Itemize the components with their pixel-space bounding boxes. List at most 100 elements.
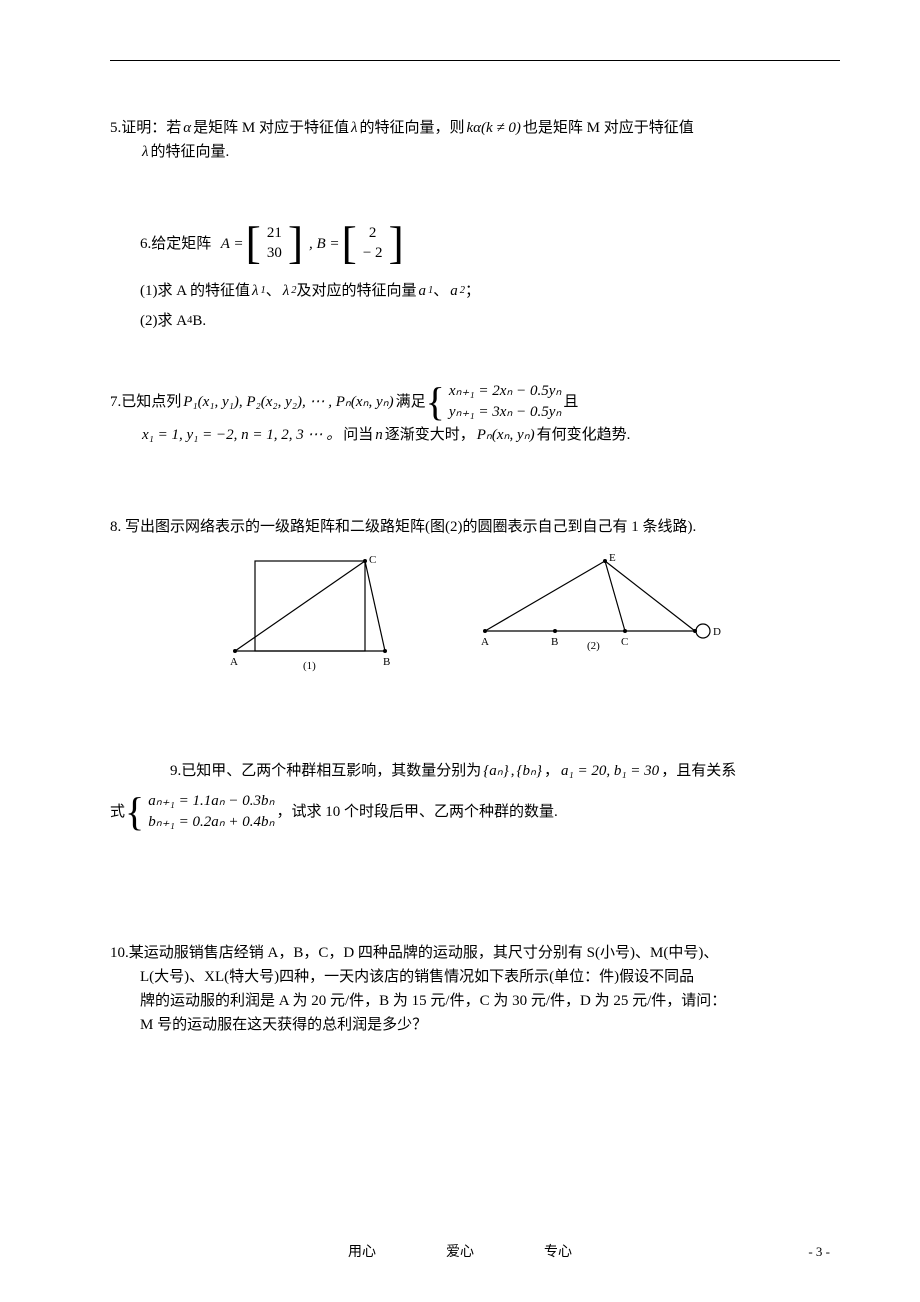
p10-l4: M 号的运动服在这天获得的总利润是多少？ <box>140 1013 427 1037</box>
p8-diagrams: A B C (1) <box>110 551 840 681</box>
bracket-left-icon: [ <box>246 225 261 262</box>
p7-ask-c: 有何变化趋势. <box>537 423 631 447</box>
problem-6: 6. 给定矩阵 A = [ 21 30 ] , B = [ 2 − 2 ] <box>110 222 840 333</box>
p5-lambda2: λ <box>140 140 151 164</box>
B-row1: − 2 <box>363 244 383 264</box>
p6-q1a: (1)求 A 的特征值 <box>140 279 250 303</box>
p6-q2: (2)求 A4B. <box>140 309 840 333</box>
p8-num: 8. <box>110 515 121 539</box>
p7-init: x₁ = 1, y₁ = −2, n = 1, 2, 3 ⋯ 。 <box>140 423 343 447</box>
p7-eq2: yₙ₊₁ = 3xₙ − 0.5yₙ <box>447 402 564 423</box>
p7-eq1: xₙ₊₁ = 2xₙ − 0.5yₙ <box>447 381 564 402</box>
p6-line1: 6. 给定矩阵 A = [ 21 30 ] , B = [ 2 − 2 ] <box>140 222 840 265</box>
d1-C: C <box>369 554 376 566</box>
p6-l2: λ <box>281 279 292 303</box>
A-row1: 30 <box>267 244 282 264</box>
p7-ask-b: 逐渐变大时， <box>385 423 475 447</box>
matrix-A: [ 21 30 ] <box>246 222 304 265</box>
p10-line4: M 号的运动服在这天获得的总利润是多少？ <box>110 1013 840 1037</box>
d2-E: E <box>609 552 616 564</box>
p9-prefix: 式 <box>110 800 125 824</box>
p9-num: 9. <box>170 759 181 783</box>
diagram-2: A B C D E (2) <box>475 551 725 661</box>
p7-seq: P₁(x₁, y₁), P₂(x₂, y₂), ⋯ , Pₙ(xₙ, yₙ) <box>181 390 395 414</box>
p7-lead: 已知点列 <box>121 390 181 414</box>
bracket-right-icon: ] <box>389 225 404 262</box>
d1-caption: (1) <box>303 660 316 672</box>
p7-line2: x₁ = 1, y₁ = −2, n = 1, 2, 3 ⋯ 。 问当 n 逐渐… <box>110 423 840 447</box>
diagram-1: A B C (1) <box>225 551 415 681</box>
p9-line1: 9. 已知甲、乙两个种群相互影响，其数量分别为 {aₙ} , {bₙ} ， a₁… <box>110 759 840 783</box>
p8-text: 写出图示网络表示的一级路矩阵和二级路矩阵(图(2)的圆圈表示自己到自己有 1 条… <box>125 515 696 539</box>
p9-eq2: bₙ₊₁ = 0.2aₙ + 0.4bₙ <box>146 812 276 833</box>
problem-10: 10. 某运动服销售店经销 A，B，C，D 四种品牌的运动服，其尺寸分别有 S(… <box>110 941 840 1037</box>
p5-kalpha: kα(k ≠ 0) <box>465 116 523 140</box>
p5-alpha: α <box>181 116 193 140</box>
p9-c2: ， <box>544 759 559 783</box>
p7-n: n <box>373 423 385 447</box>
problem-8: 8. 写出图示网络表示的一级路矩阵和二级路矩阵(图(2)的圆圈表示自己到自己有 … <box>110 515 840 721</box>
p9-text-a: 已知甲、乙两个种群相互影响，其数量分别为 <box>181 759 481 783</box>
p10-line2: L(大号)、XL(特大号)四种，一天内该店的销售情况如下表所示(单位：件)假设不… <box>110 965 840 989</box>
p10-line1: 10. 某运动服销售店经销 A，B，C，D 四种品牌的运动服，其尺寸分别有 S(… <box>110 941 840 965</box>
p5-line2: λ 的特征向量. <box>110 140 840 164</box>
p5-text-e: 的特征向量. <box>151 140 230 164</box>
p5-lambda: λ <box>349 116 360 140</box>
p5-text-a: 证明：若 <box>121 116 181 140</box>
p6-a1: a <box>417 279 429 303</box>
p8-line: 8. 写出图示网络表示的一级路矩阵和二级路矩阵(图(2)的圆圈表示自己到自己有 … <box>110 515 840 539</box>
p10-l3: 牌的运动服的利润是 A 为 20 元/件，B 为 15 元/件，C 为 30 元… <box>140 989 726 1013</box>
page-number: - 3 - <box>808 1242 830 1263</box>
d2-caption: (2) <box>587 640 600 652</box>
p6-Aeq: A = <box>219 232 246 256</box>
bracket-left-icon: [ <box>341 225 356 262</box>
p5-text-c: 的特征向量，则 <box>359 116 464 140</box>
p9-tail: ，试求 10 个时段后甲、乙两个种群的数量. <box>277 800 558 824</box>
problem-9: 9. 已知甲、乙两个种群相互影响，其数量分别为 {aₙ} , {bₙ} ， a₁… <box>110 759 840 833</box>
p9-eq1: aₙ₊₁ = 1.1aₙ − 0.3bₙ <box>146 791 276 812</box>
p7-system: { xₙ₊₁ = 2xₙ − 0.5yₙ yₙ₊₁ = 3xₙ − 0.5yₙ <box>426 381 564 423</box>
p9-system: { aₙ₊₁ = 1.1aₙ − 0.3bₙ bₙ₊₁ = 0.2aₙ + 0.… <box>125 791 277 833</box>
page-footer: 用心 爱心 专心 - 3 - <box>0 1242 920 1264</box>
footer-b: 爱心 <box>446 1242 474 1264</box>
d1-A: A <box>230 656 238 668</box>
p6-q1b: 及对应的特征向量 <box>297 279 417 303</box>
p7-num: 7. <box>110 390 121 414</box>
matrix-B: [ 2 − 2 ] <box>341 222 403 265</box>
p7-and: 且 <box>563 390 578 414</box>
p6-lead: 给定矩阵 <box>151 232 211 256</box>
p7-pn: Pₙ(xₙ, yₙ) <box>475 423 537 447</box>
p9-init: a₁ = 20, b₁ = 30 <box>559 759 661 783</box>
footer-c: 专心 <box>544 1242 572 1264</box>
p6-sep1: 、 <box>266 279 281 303</box>
d2-A: A <box>481 636 489 648</box>
p9-c3: ，且有关系 <box>661 759 736 783</box>
p9-line2: 式 { aₙ₊₁ = 1.1aₙ − 0.3bₙ bₙ₊₁ = 0.2aₙ + … <box>110 791 840 833</box>
p5-text-d: 也是矩阵 M 对应于特征值 <box>523 116 694 140</box>
page: 5. 证明：若 α 是矩阵 M 对应于特征值 λ 的特征向量，则 kα(k ≠ … <box>0 0 920 1302</box>
p6-q2b: B. <box>192 309 206 333</box>
B-row0: 2 <box>369 224 377 244</box>
p6-l1: λ <box>250 279 261 303</box>
p5-line1: 5. 证明：若 α 是矩阵 M 对应于特征值 λ 的特征向量，则 kα(k ≠ … <box>110 116 840 140</box>
p7-ask-a: 问当 <box>343 423 373 447</box>
p5-num: 5. <box>110 116 121 140</box>
d2-D: D <box>713 626 721 638</box>
problem-7: 7. 已知点列 P₁(x₁, y₁), P₂(x₂, y₂), ⋯ , Pₙ(x… <box>110 381 840 447</box>
d2-C: C <box>621 636 628 648</box>
p10-num: 10. <box>110 941 129 965</box>
footer-a: 用心 <box>348 1242 376 1264</box>
p9-set-b: {bₙ} <box>515 759 544 783</box>
p6-q1: (1)求 A 的特征值 λ1 、 λ2 及对应的特征向量 a1 、 a2 ； <box>140 279 840 303</box>
p7-line1: 7. 已知点列 P₁(x₁, y₁), P₂(x₂, y₂), ⋯ , Pₙ(x… <box>110 381 840 423</box>
d2-B: B <box>551 636 558 648</box>
p10-line3: 牌的运动服的利润是 A 为 20 元/件，B 为 15 元/件，C 为 30 元… <box>110 989 840 1013</box>
problem-5: 5. 证明：若 α 是矩阵 M 对应于特征值 λ 的特征向量，则 kα(k ≠ … <box>110 116 840 164</box>
p9-set-a: {aₙ} <box>481 759 510 783</box>
p10-l1: 某运动服销售店经销 A，B，C，D 四种品牌的运动服，其尺寸分别有 S(小号)、… <box>129 941 719 965</box>
p6-a2: a <box>448 279 460 303</box>
p6-semi: ； <box>465 279 480 303</box>
p7-satisfy: 满足 <box>396 390 426 414</box>
p6-q2a: (2)求 A <box>140 309 187 333</box>
p6-num: 6. <box>140 232 151 256</box>
